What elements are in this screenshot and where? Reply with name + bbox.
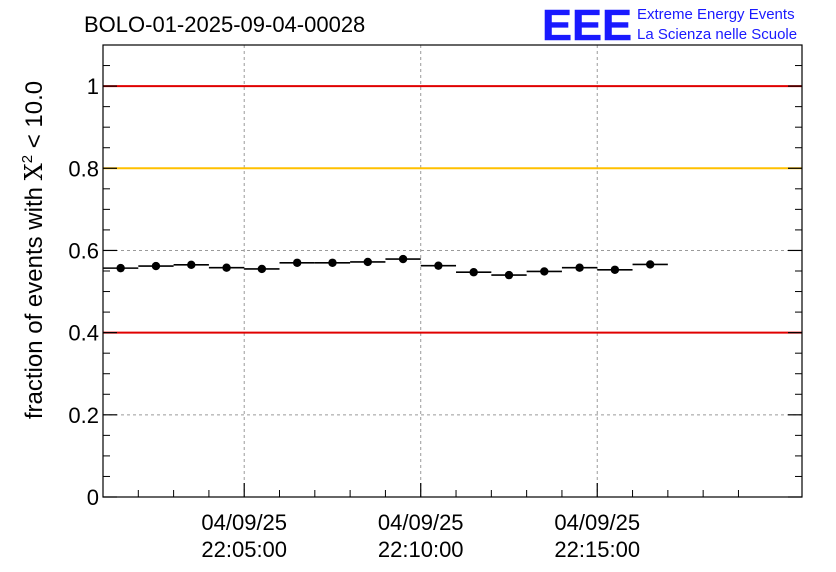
x-tick-date: 04/09/25	[201, 510, 287, 535]
data-point-marker	[292, 258, 302, 267]
x-tick-date: 04/09/25	[378, 510, 464, 535]
data-point-marker	[540, 267, 549, 276]
data-point	[420, 261, 457, 270]
data-point-marker	[257, 264, 267, 274]
y-tick-label: 0.4	[68, 321, 99, 346]
x-tick-time: 22:10:00	[378, 537, 464, 562]
y-tick-label: 0.2	[68, 403, 99, 428]
data-series	[103, 254, 668, 280]
data-point	[173, 260, 209, 270]
data-point	[561, 263, 598, 272]
data-point	[350, 257, 386, 267]
data-point	[526, 267, 562, 276]
y-tick-label: 0	[87, 485, 99, 510]
x-tick-time: 22:05:00	[201, 537, 287, 562]
data-point	[632, 260, 668, 269]
data-point-marker	[575, 263, 584, 272]
y-axis-label-symbol: X	[20, 163, 48, 180]
y-tick-label: 1	[87, 74, 99, 99]
data-point-marker	[504, 270, 514, 280]
data-point-marker	[328, 258, 337, 267]
eee-logo-line2: La Scienza nelle Scuole	[637, 26, 797, 43]
data-point	[314, 258, 351, 267]
data-point-marker	[434, 261, 443, 270]
x-axis: 04/09/2522:05:0004/09/2522:10:0004/09/25…	[102, 483, 739, 562]
data-point	[597, 265, 633, 274]
y-tick-label: 0.6	[68, 238, 99, 263]
data-point	[103, 263, 139, 273]
data-point	[208, 263, 245, 272]
data-point-marker	[222, 263, 231, 272]
eee-logo-line1: Extreme Energy Events	[637, 6, 795, 23]
y-axis-label-suffix: < 10.0	[21, 81, 48, 155]
threshold-lines	[103, 85, 802, 334]
data-point	[385, 254, 421, 264]
data-point-marker	[116, 263, 125, 273]
x-tick-time: 22:15:00	[554, 537, 640, 562]
data-point-marker	[469, 268, 478, 277]
data-point	[244, 264, 280, 274]
data-point-marker	[645, 260, 655, 269]
plot-frame	[102, 44, 803, 498]
eee-logo: EEE Extreme Energy Events La Scienza nel…	[542, 1, 797, 51]
data-point-marker	[187, 260, 196, 270]
chart-title: BOLO-01-2025-09-04-00028	[84, 12, 365, 37]
data-point-marker	[151, 261, 161, 271]
eee-logo-mark: EEE	[542, 1, 632, 50]
data-point-marker	[610, 265, 620, 274]
grid-lines	[103, 45, 802, 497]
y-axis-label-superscript: 2	[19, 155, 36, 163]
y-tick-label: 0.8	[68, 156, 99, 181]
data-point	[138, 261, 174, 271]
data-point	[456, 268, 492, 277]
data-point	[279, 258, 315, 267]
y-axis-label-main: fraction of events with	[21, 180, 48, 419]
x-tick-date: 04/09/25	[554, 510, 640, 535]
data-point-marker	[398, 254, 408, 264]
y-axis: 0 0.2 0.4 0.6 0.8 1	[68, 44, 802, 510]
data-point-marker	[363, 257, 372, 267]
data-point	[491, 270, 527, 280]
y-axis-label: fraction of events with X2 < 10.0	[19, 81, 48, 419]
